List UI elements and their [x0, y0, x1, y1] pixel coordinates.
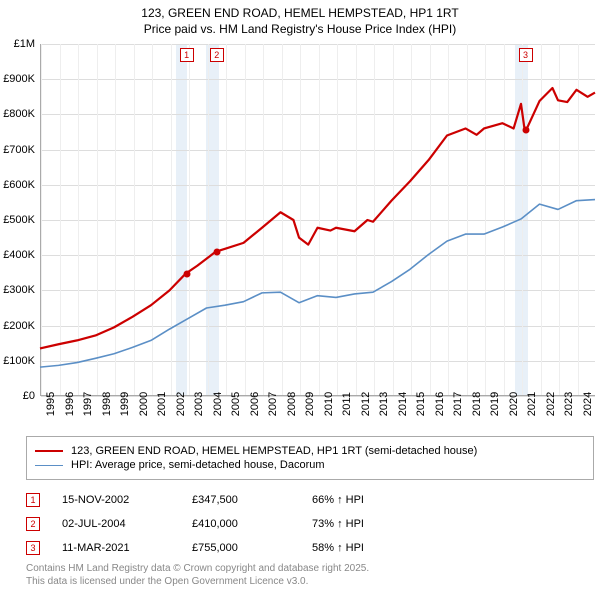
sale-marker-icon: 1: [26, 493, 40, 507]
sale-date: 15-NOV-2002: [62, 494, 192, 506]
attribution: Contains HM Land Registry data © Crown c…: [26, 563, 369, 588]
y-tick-label: £1M: [0, 38, 35, 50]
chart-plot-area: £0£100K£200K£300K£400K£500K£600K£700K£80…: [40, 44, 595, 396]
sale-price: £347,500: [192, 494, 312, 506]
sales-row: 1 15-NOV-2002£347,50066% ↑ HPI: [26, 488, 594, 512]
y-tick-label: £200K: [0, 320, 35, 332]
sale-price: £755,000: [192, 542, 312, 554]
legend-label: HPI: Average price, semi-detached house,…: [71, 459, 325, 471]
sale-date: 11-MAR-2021: [62, 542, 192, 554]
title-line1: 123, GREEN END ROAD, HEMEL HEMPSTEAD, HP…: [0, 6, 600, 22]
y-tick-label: £900K: [0, 73, 35, 85]
series-line-hpi: [40, 200, 595, 368]
sales-row: 3 11-MAR-2021£755,00058% ↑ HPI: [26, 536, 594, 560]
sale-date: 02-JUL-2004: [62, 518, 192, 530]
y-tick-label: £300K: [0, 284, 35, 296]
y-tick-label: £500K: [0, 214, 35, 226]
sale-marker-icon: 3: [26, 541, 40, 555]
chart-lines-svg: [40, 44, 595, 396]
y-tick-label: £700K: [0, 144, 35, 156]
legend-swatch: [35, 465, 63, 466]
sale-pct-vs-hpi: 66% ↑ HPI: [312, 494, 432, 506]
sales-table: 1 15-NOV-2002£347,50066% ↑ HPI 2 02-JUL-200…: [26, 488, 594, 560]
sale-price: £410,000: [192, 518, 312, 530]
legend-item: HPI: Average price, semi-detached house,…: [35, 459, 585, 471]
legend: 123, GREEN END ROAD, HEMEL HEMPSTEAD, HP…: [26, 436, 594, 480]
y-tick-label: £400K: [0, 249, 35, 261]
sale-marker-icon: 2: [26, 517, 40, 531]
legend-label: 123, GREEN END ROAD, HEMEL HEMPSTEAD, HP…: [71, 445, 477, 457]
chart-title: 123, GREEN END ROAD, HEMEL HEMPSTEAD, HP…: [0, 0, 600, 37]
legend-item: 123, GREEN END ROAD, HEMEL HEMPSTEAD, HP…: [35, 445, 585, 457]
sale-pct-vs-hpi: 73% ↑ HPI: [312, 518, 432, 530]
y-tick-label: £800K: [0, 108, 35, 120]
sales-row: 2 02-JUL-2004£410,00073% ↑ HPI: [26, 512, 594, 536]
attribution-line2: This data is licensed under the Open Gov…: [26, 576, 369, 589]
y-tick-label: £0: [0, 390, 35, 402]
sale-pct-vs-hpi: 58% ↑ HPI: [312, 542, 432, 554]
series-line-price_paid: [40, 88, 595, 348]
y-tick-label: £100K: [0, 355, 35, 367]
y-tick-label: £600K: [0, 179, 35, 191]
attribution-line1: Contains HM Land Registry data © Crown c…: [26, 563, 369, 576]
legend-swatch: [35, 450, 63, 452]
title-line2: Price paid vs. HM Land Registry's House …: [0, 22, 600, 38]
chart-container: 123, GREEN END ROAD, HEMEL HEMPSTEAD, HP…: [0, 0, 600, 590]
